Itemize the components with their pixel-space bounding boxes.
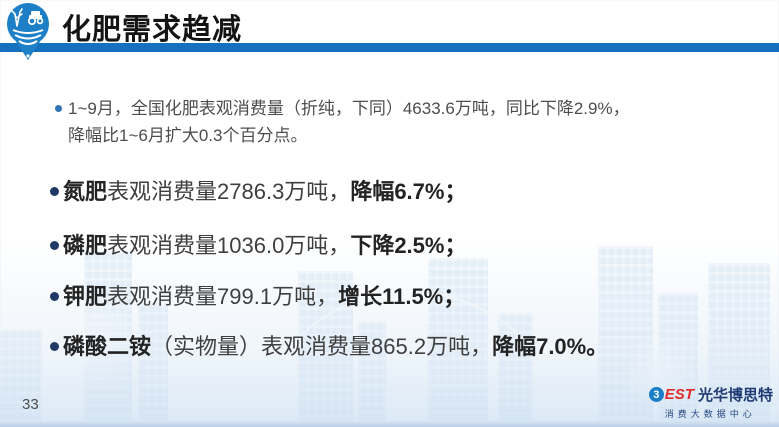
bullet-nitrogen: 氮肥表观消费量2786.3万吨，降幅6.7%； <box>50 177 760 207</box>
best-logo-name: 光华博思特 <box>697 387 773 404</box>
farm-pin-logo-icon <box>5 2 51 67</box>
bullet-dot-icon <box>55 105 62 112</box>
fertilizer-bullet-list: 氮肥表观消费量2786.3万吨，降幅6.7%； 磷肥表观消费量1036.0万吨，… <box>50 177 760 362</box>
bullet-dot-icon <box>50 241 59 250</box>
bullet-dot-icon <box>50 292 59 301</box>
page-title: 化肥需求趋减 <box>62 14 243 46</box>
bullet-dap: 磷酸二铵（实物量）表观消费量865.2万吨，降幅7.0%。 <box>50 332 760 362</box>
best-logo-est: EST <box>664 386 694 403</box>
bullet-potash: 钾肥表观消费量799.1万吨，增长11.5%； <box>50 282 760 312</box>
bottom-strip <box>0 421 779 427</box>
intro-line-2: 降幅比1~6月扩大0.3个百分点。 <box>68 126 308 145</box>
best-logo-mark-icon: 3 <box>648 387 664 402</box>
bullet-dot-icon <box>50 342 59 351</box>
page-number: 33 <box>22 396 39 413</box>
best-company-logo: 3 EST 光华博思特 消费大数据中心 <box>648 384 773 420</box>
best-logo-subtitle: 消费大数据中心 <box>664 409 756 419</box>
intro-line-1: 1~9月，全国化肥表观消费量（折纯，下同）4633.6万吨，同比下降2.9%， <box>68 99 630 118</box>
intro-paragraph: 1~9月，全国化肥表观消费量（折纯，下同）4633.6万吨，同比下降2.9%， … <box>55 95 738 149</box>
bullet-phosphate: 磷肥表观消费量1036.0万吨，下降2.5%； <box>50 231 760 261</box>
bullet-dot-icon <box>50 187 59 196</box>
header-rule <box>0 43 779 52</box>
